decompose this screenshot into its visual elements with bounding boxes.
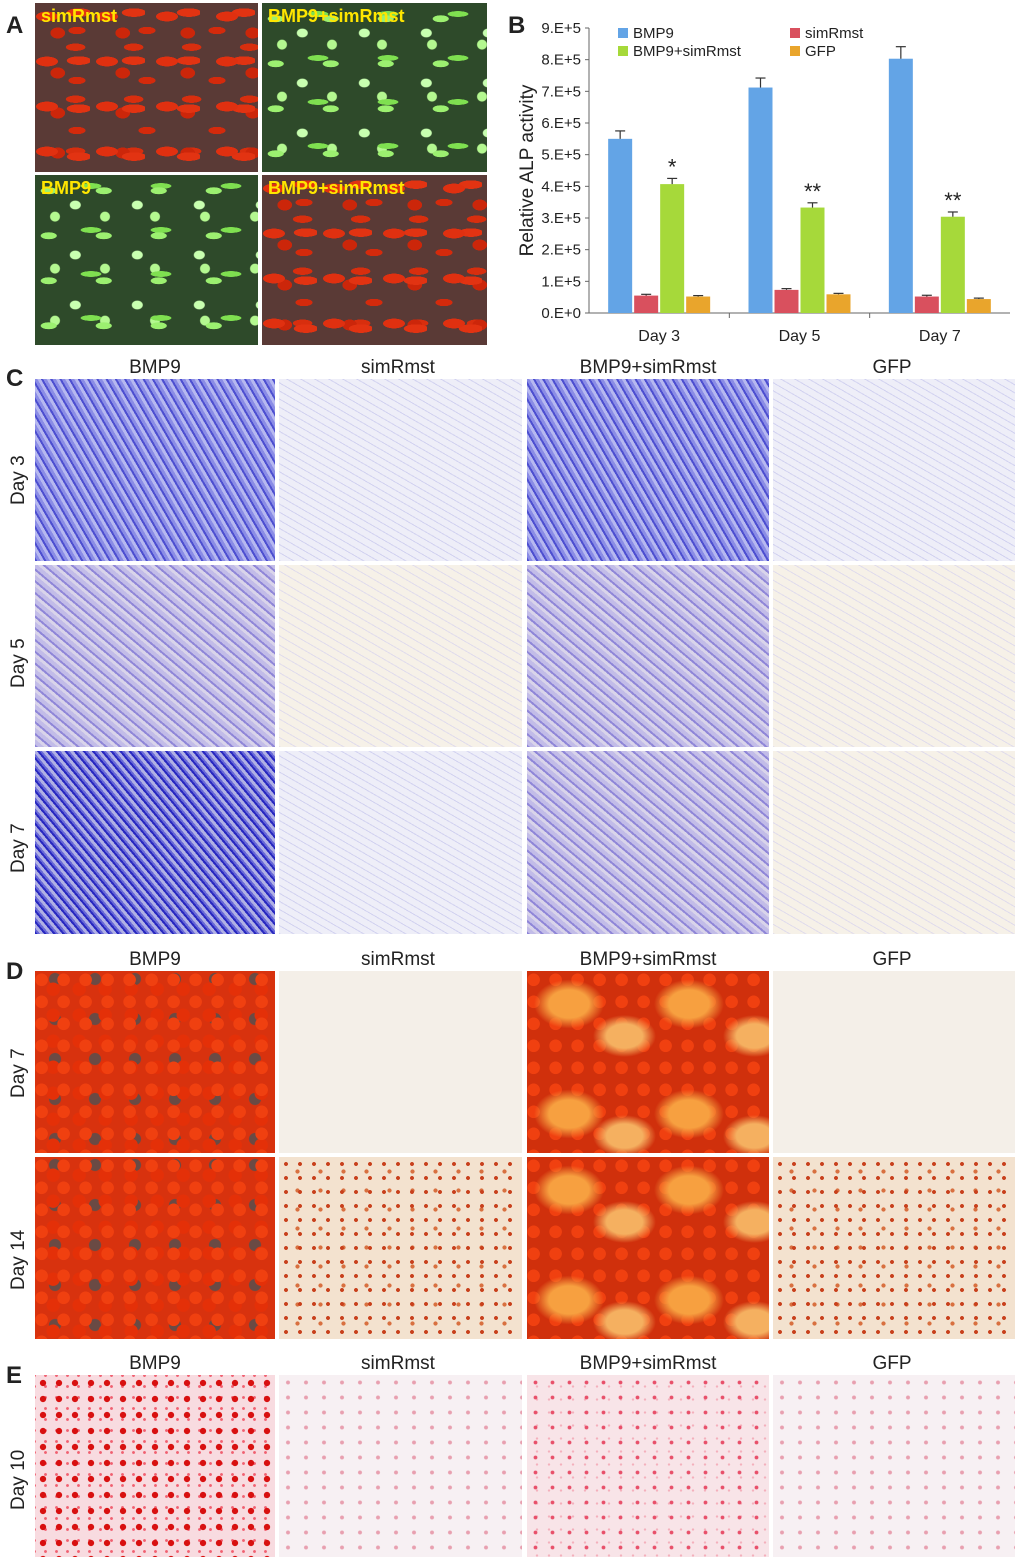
panel-a-image-bmp9-simrmst-green: BMP9+simRmst — [262, 3, 487, 172]
panel-d-image — [527, 971, 769, 1153]
panel-e-image — [35, 1375, 275, 1557]
panel-a-image-simrmst: simRmst — [35, 3, 258, 172]
panel-e-image — [773, 1375, 1015, 1557]
alp-activity-bar-chart: 0.E+0 1.E+5 2.E+5 3.E+5 4.E+5 5.E+5 6.E+5 7.E+5… — [517, 20, 1010, 345]
panel-a-image-label: BMP9+simRmst — [268, 178, 405, 198]
legend-swatch — [618, 28, 628, 38]
panel-a-letter: A — [6, 12, 24, 39]
panel-c-image — [773, 565, 1015, 747]
bar-bmp9-simrmst — [940, 216, 965, 313]
panel-c-image — [527, 565, 769, 747]
y-tick-label: 5.E+5 — [541, 147, 581, 164]
panel-d-image — [279, 1157, 522, 1339]
panel-d-col-header: simRmst — [361, 949, 435, 970]
panel-c-col-header: simRmst — [361, 357, 435, 378]
panel-c-image — [527, 379, 769, 561]
panel-c-row-header: Day 7 — [8, 823, 29, 873]
x-tick-label: Day 5 — [779, 328, 821, 345]
panel-c-row-header: Day 3 — [8, 455, 29, 505]
panel-c-image — [279, 379, 522, 561]
panel-e-col-header: GFP — [872, 1353, 912, 1374]
significance-mark: ** — [944, 188, 962, 213]
panel-e-image — [279, 1375, 522, 1557]
y-tick-label: 4.E+5 — [541, 178, 581, 195]
panel-c-image — [35, 565, 275, 747]
bar-bmp9-simrmst — [800, 207, 825, 313]
panel-e-col-header: BMP9+simRmst — [579, 1353, 717, 1374]
panel-e-col-header: simRmst — [361, 1353, 435, 1374]
bar-bmp9 — [608, 138, 633, 313]
panel-e-col-header: BMP9 — [129, 1353, 181, 1374]
y-tick-label: 3.E+5 — [541, 210, 581, 227]
y-tick-label: 0.E+0 — [541, 305, 581, 322]
panel-c-letter: C — [6, 365, 24, 392]
panel-c-image — [35, 751, 275, 934]
panel-b-letter: B — [508, 12, 526, 39]
panel-c-col-header: BMP9+simRmst — [579, 357, 717, 378]
significance-mark: ** — [804, 179, 822, 204]
panel-c-image — [279, 751, 522, 934]
panel-d-col-header: BMP9+simRmst — [579, 949, 717, 970]
panel-a-image-label: BMP9 — [41, 178, 92, 198]
panel-a-image-label: simRmst — [41, 6, 118, 26]
legend-label: BMP9+simRmst — [633, 43, 742, 60]
bar-simrmst — [634, 295, 659, 313]
panel-c-image — [773, 379, 1015, 561]
y-tick-label: 7.E+5 — [541, 83, 581, 100]
panel-d-image — [279, 971, 522, 1153]
panel-e-letter: E — [6, 1362, 23, 1389]
panel-e-row-header: Day 10 — [8, 1449, 29, 1510]
panel-d-col-header: BMP9 — [129, 949, 181, 970]
bar-gfp — [966, 299, 991, 313]
bar-gfp — [686, 296, 711, 313]
panel-c-col-header: GFP — [872, 357, 912, 378]
y-tick-label: 1.E+5 — [541, 273, 581, 290]
y-tick-label: 9.E+5 — [541, 20, 581, 37]
bar-simrmst — [914, 296, 939, 313]
bar-bmp9-simrmst — [660, 184, 685, 313]
legend-label: simRmst — [805, 25, 864, 42]
panel-a-image-bmp9: BMP9 — [35, 175, 258, 345]
panel-c-image — [35, 379, 275, 561]
legend-label: GFP — [805, 43, 836, 60]
panel-d-row-header: Day 14 — [8, 1229, 29, 1290]
panel-d-image — [35, 1157, 275, 1339]
y-tick-label: 8.E+5 — [541, 52, 581, 69]
legend-swatch — [790, 28, 800, 38]
significance-mark: * — [668, 154, 677, 179]
panel-c-row-header: Day 5 — [8, 638, 29, 688]
legend-label: BMP9 — [633, 25, 674, 42]
y-axis-label: Relative ALP activity — [517, 84, 538, 256]
bar-bmp9 — [888, 58, 913, 313]
panel-d-image — [773, 1157, 1015, 1339]
x-tick-label: Day 3 — [638, 328, 680, 345]
panel-d-image — [773, 971, 1015, 1153]
legend-swatch — [618, 46, 628, 56]
panel-d-row-header: Day 7 — [8, 1048, 29, 1098]
panel-c-image — [527, 751, 769, 934]
panel-d-image — [527, 1157, 769, 1339]
y-tick-label: 2.E+5 — [541, 242, 581, 259]
panel-a-image-bmp9-simrmst-red: BMP9+simRmst — [262, 175, 487, 345]
y-tick-label: 6.E+5 — [541, 115, 581, 132]
panel-d-image — [35, 971, 275, 1153]
panel-d-letter: D — [6, 958, 24, 985]
bar-gfp — [826, 294, 851, 313]
panel-c-image — [773, 751, 1015, 934]
panel-c-image — [279, 565, 522, 747]
bar-simrmst — [774, 289, 799, 313]
panel-c-col-header: BMP9 — [129, 357, 181, 378]
bar-bmp9 — [748, 87, 773, 314]
panel-d-col-header: GFP — [872, 949, 912, 970]
panel-e-image — [527, 1375, 769, 1557]
panel-a-image-label: BMP9+simRmst — [268, 6, 405, 26]
x-tick-label: Day 7 — [919, 328, 961, 345]
legend-swatch — [790, 46, 800, 56]
